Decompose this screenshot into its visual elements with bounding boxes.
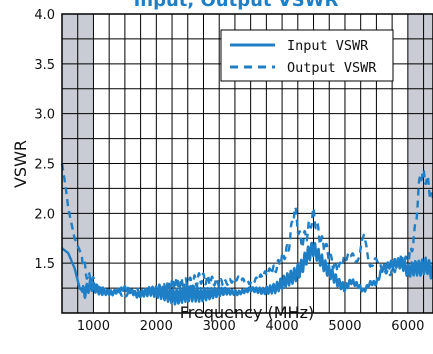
x-axis-title: Frequency (MHz) — [180, 303, 314, 322]
x-tick-label: 6000 — [391, 319, 424, 334]
series-line-output-vswr — [60, 163, 433, 298]
plot-frame — [61, 13, 433, 314]
chart-title: Input, Output VSWR — [134, 0, 339, 11]
x-tick-label: 5000 — [328, 319, 361, 334]
y-tick-label: 3.0 — [34, 108, 55, 123]
x-tick-label: 2000 — [140, 319, 173, 334]
y-tick-label: 2.0 — [34, 207, 55, 222]
series-line-input-vswr — [61, 241, 433, 306]
y-axis-title: VSWR — [11, 140, 30, 188]
legend-box — [220, 29, 394, 82]
x-axis-ticks: 1000 2000 3000 4000 5000 6000 — [77, 319, 425, 334]
legend-label-input: Input VSWR — [287, 38, 369, 54]
x-tick-label: 4000 — [266, 319, 299, 334]
y-tick-label: 4.0 — [34, 8, 55, 23]
y-tick-label: 1.5 — [34, 257, 55, 272]
y-axis-ticks: 1.5 2.0 2.5 3.0 3.5 4.0 — [34, 8, 55, 272]
legend-label-output: Output VSWR — [287, 60, 377, 76]
x-tick-label: 3000 — [203, 319, 236, 334]
y-tick-label: 2.5 — [34, 158, 55, 173]
series-lines — [60, 163, 433, 306]
legend: Input VSWR Output VSWR — [220, 29, 394, 82]
y-tick-label: 3.5 — [34, 58, 55, 73]
x-tick-label: 1000 — [77, 319, 110, 334]
